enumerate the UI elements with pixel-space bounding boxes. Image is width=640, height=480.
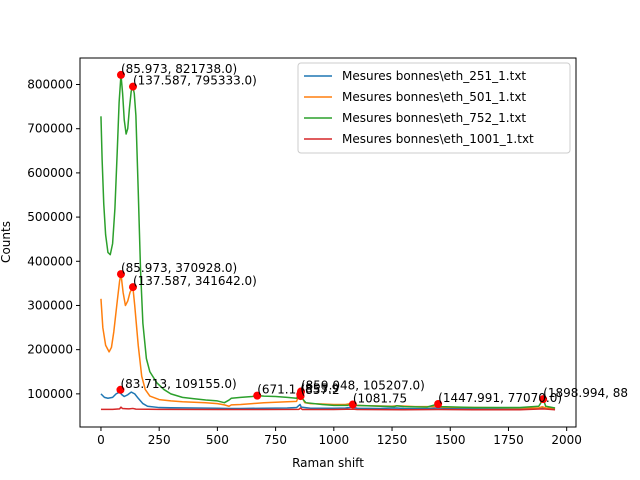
y-tick-label: 800000 xyxy=(27,78,73,92)
x-tick-label: 250 xyxy=(148,433,171,447)
x-tick-label: 2000 xyxy=(551,433,582,447)
y-tick-label: 400000 xyxy=(27,254,73,268)
legend-label: Mesures bonnes\eth_1001_1.txt xyxy=(342,132,534,146)
annotation-layer: (85.973, 821738.0)(137.587, 795333.0) (85… xyxy=(120,62,628,406)
peak-label: (859.048, 105207.0) xyxy=(301,379,425,393)
x-tick-label: 0 xyxy=(97,433,105,447)
y-axis-label: Counts xyxy=(0,221,13,263)
peak-marker xyxy=(128,82,137,91)
x-axis-label: Raman shift xyxy=(292,456,364,470)
x-tick-label: 1000 xyxy=(319,433,350,447)
peak-marker xyxy=(348,400,357,409)
series-line-3 xyxy=(100,74,556,409)
y-tick-label: 500000 xyxy=(27,210,73,224)
y-tick-label: 600000 xyxy=(27,166,73,180)
plot-frame xyxy=(79,57,577,428)
marker-layer xyxy=(116,70,548,409)
peak-label: (137.587, 795333.0) xyxy=(133,74,257,88)
peak-marker xyxy=(434,399,443,408)
legend: Mesures bonnes\eth_251_1.txt Mesures bonn… xyxy=(297,62,571,154)
y-tick-label: 100000 xyxy=(27,387,73,401)
peak-label: (1081.75 xyxy=(353,391,407,405)
peak-marker xyxy=(253,391,262,400)
series-line-1 xyxy=(100,391,556,410)
peak-label: (85.973, 821738.0) xyxy=(121,62,237,76)
peak-marker xyxy=(296,392,305,401)
peak-label: (671.1 xyxy=(257,383,296,397)
legend-label: Mesures bonnes\eth_251_1.txt xyxy=(342,69,526,83)
peak-label: (855.9 xyxy=(300,381,339,395)
legend-items: Mesures bonnes\eth_251_1.txt Mesures bonn… xyxy=(304,69,534,146)
peak-marker xyxy=(128,283,137,292)
peak-marker xyxy=(116,385,125,394)
series-layer xyxy=(100,74,556,411)
y-tick-label: 300000 xyxy=(27,298,73,312)
x-tick-label: 1500 xyxy=(435,433,466,447)
series-line-4 xyxy=(100,406,556,411)
y-tick-label: 200000 xyxy=(27,343,73,357)
peak-label: (85.973, 370928.0) xyxy=(121,261,237,275)
peak-label: (137.587, 341642.0) xyxy=(133,274,257,288)
peak-label: (857.2 xyxy=(301,383,340,397)
x-axis-ticks: 0 250 500 750 1000 1250 1500 1750 2000 xyxy=(97,427,582,447)
x-tick-label: 500 xyxy=(206,433,229,447)
legend-label: Mesures bonnes\eth_501_1.txt xyxy=(342,90,526,104)
x-tick-label: 1250 xyxy=(377,433,408,447)
legend-box xyxy=(297,62,571,154)
peak-label: (1447.991, 77070.0) xyxy=(438,391,562,405)
peak-marker xyxy=(116,270,125,279)
y-axis-ticks: 100000 200000 300000 400000 500000 600000 7000… xyxy=(27,78,80,401)
x-tick-label: 750 xyxy=(264,433,287,447)
legend-label: Mesures bonnes\eth_752_1.txt xyxy=(342,111,526,125)
peak-marker xyxy=(539,395,548,404)
peak-label: (1898.994, 88 xyxy=(543,386,628,400)
peak-label: (83.713, 109155.0) xyxy=(120,377,236,391)
x-tick-label: 1750 xyxy=(493,433,524,447)
peak-marker xyxy=(116,70,125,79)
y-tick-label: 700000 xyxy=(27,122,73,136)
